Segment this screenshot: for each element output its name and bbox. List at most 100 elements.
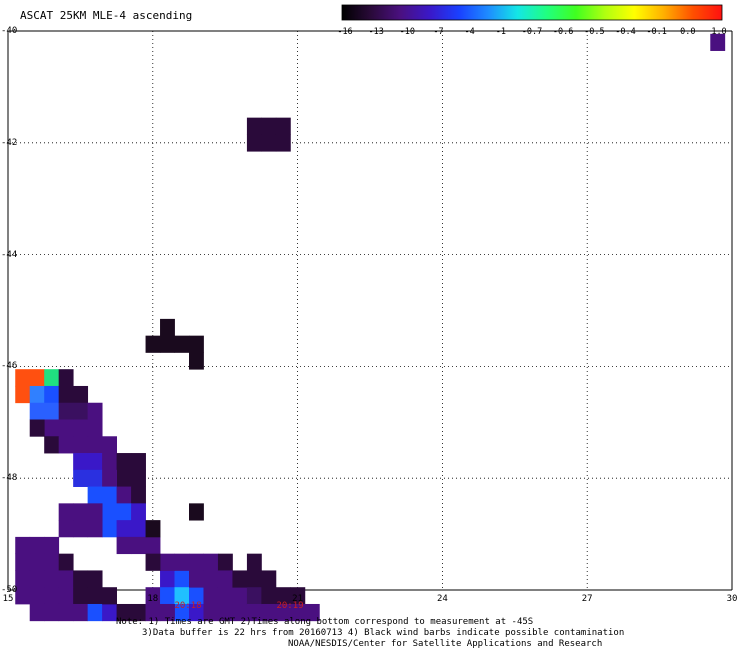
wind-cell bbox=[710, 33, 726, 51]
wind-cell bbox=[73, 587, 89, 605]
colorbar-label: 0.0 bbox=[680, 27, 696, 37]
wind-cell bbox=[203, 587, 219, 605]
wind-cell bbox=[217, 553, 233, 571]
wind-cell bbox=[58, 402, 74, 420]
wind-cell bbox=[116, 520, 132, 538]
wind-cell bbox=[246, 134, 262, 152]
wind-cell bbox=[44, 553, 60, 571]
wind-cell bbox=[29, 385, 45, 404]
wind-cell bbox=[116, 536, 132, 555]
wind-cell bbox=[87, 436, 103, 454]
wind-cell bbox=[261, 134, 277, 152]
wind-cell bbox=[73, 402, 89, 420]
wind-cell bbox=[145, 603, 161, 622]
wind-cell bbox=[160, 587, 175, 605]
wind-cell bbox=[145, 587, 161, 605]
wind-cell bbox=[44, 570, 60, 588]
wind-cell bbox=[73, 419, 89, 437]
wind-cell bbox=[44, 385, 60, 404]
wind-cell bbox=[174, 587, 190, 605]
wind-cell bbox=[58, 520, 74, 538]
longitude-label: 18 bbox=[147, 594, 159, 604]
wind-cell bbox=[116, 469, 132, 487]
wind-cell bbox=[73, 603, 89, 622]
time-label: 20:18 bbox=[174, 601, 202, 611]
colorbar-label: 1.0 bbox=[711, 27, 727, 37]
wind-cell bbox=[58, 436, 74, 454]
wind-cell bbox=[116, 603, 132, 622]
wind-cell bbox=[131, 520, 146, 538]
wind-cell bbox=[275, 117, 291, 135]
wind-cell bbox=[275, 134, 291, 152]
wind-cell bbox=[73, 469, 89, 487]
wind-cell bbox=[174, 570, 190, 588]
wind-cell bbox=[145, 520, 161, 538]
wind-cell bbox=[15, 553, 31, 571]
wind-cell bbox=[15, 536, 31, 555]
wind-cell bbox=[232, 603, 248, 622]
wind-cell bbox=[203, 570, 219, 588]
wind-cell bbox=[87, 570, 103, 588]
wind-cell bbox=[87, 520, 103, 538]
wind-cell bbox=[58, 570, 74, 588]
wind-cell bbox=[29, 603, 45, 622]
colorbar-label: -16 bbox=[337, 27, 353, 37]
wind-cell bbox=[174, 553, 190, 571]
wind-cell bbox=[217, 587, 233, 605]
wind-cell bbox=[87, 402, 103, 420]
latitude-label: -42 bbox=[1, 137, 18, 148]
wind-cell bbox=[58, 603, 74, 622]
wind-cell bbox=[58, 587, 74, 605]
wind-cell bbox=[102, 469, 117, 487]
latitude-label: -48 bbox=[1, 473, 18, 484]
wind-cell bbox=[290, 603, 306, 622]
wind-cell bbox=[131, 486, 146, 504]
note-line-3: NOAA/NESDIS/Center for Satellite Applica… bbox=[288, 639, 603, 649]
latitude-label: -50 bbox=[1, 585, 18, 595]
wind-cell bbox=[203, 603, 219, 622]
wind-cell bbox=[87, 603, 103, 622]
wind-cell bbox=[131, 503, 146, 521]
wind-cell bbox=[15, 385, 31, 404]
wind-cell bbox=[73, 453, 89, 471]
wind-cell bbox=[87, 503, 103, 521]
wind-cell bbox=[29, 553, 45, 571]
colorbar-label: -0.6 bbox=[552, 27, 574, 37]
wind-cell bbox=[145, 553, 161, 571]
longitude-label: 30 bbox=[726, 594, 738, 604]
longitude-label: 27 bbox=[581, 594, 593, 604]
colorbar-gradient bbox=[341, 4, 723, 21]
wind-cell bbox=[87, 469, 103, 487]
wind-cell bbox=[174, 603, 190, 622]
wind-cell bbox=[261, 587, 277, 605]
colorbar-label: -0.5 bbox=[584, 27, 605, 37]
wind-cell bbox=[44, 603, 60, 622]
wind-cell bbox=[131, 469, 146, 487]
wind-cell bbox=[73, 520, 89, 538]
wind-cell bbox=[246, 587, 262, 605]
wind-cell bbox=[189, 603, 204, 622]
colorbar bbox=[341, 4, 723, 21]
wind-cell bbox=[145, 335, 161, 353]
wind-cell bbox=[29, 419, 45, 437]
wind-cell bbox=[102, 520, 117, 538]
wind-cell bbox=[87, 587, 103, 605]
wind-cell bbox=[29, 587, 45, 605]
wind-cell bbox=[87, 486, 103, 504]
note-line-2: 3)Data buffer is 22 hrs from 20160713 4)… bbox=[142, 628, 625, 638]
colorbar-label: -1 bbox=[495, 27, 506, 37]
wind-cells bbox=[15, 33, 726, 622]
colorbar-label: -10 bbox=[399, 27, 416, 37]
wind-cell bbox=[261, 570, 277, 588]
wind-cell bbox=[44, 587, 60, 605]
wind-cell bbox=[44, 369, 60, 387]
wind-cell bbox=[102, 436, 117, 454]
wind-cell bbox=[58, 385, 74, 404]
latitude-label: -44 bbox=[1, 249, 18, 260]
wind-cell bbox=[131, 536, 146, 555]
wind-cell bbox=[217, 570, 233, 588]
wind-cell bbox=[102, 603, 117, 622]
wind-cell bbox=[44, 436, 60, 454]
wind-cell bbox=[44, 419, 60, 437]
note-line-1: Note: 1) Times are GMT 2)Times along bot… bbox=[116, 617, 534, 627]
